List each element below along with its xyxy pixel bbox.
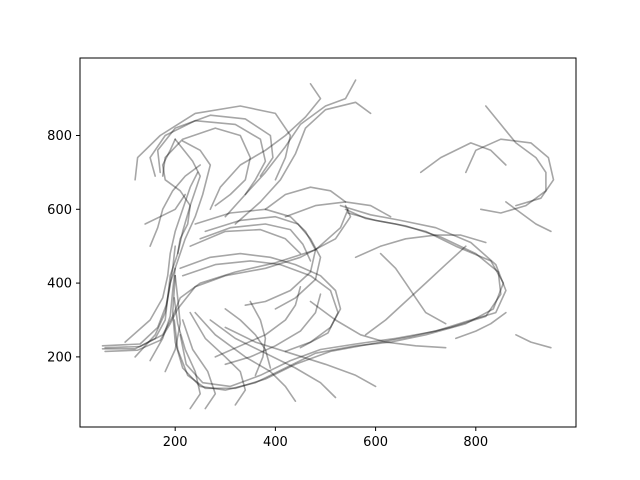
trajectory-line-12 <box>209 83 322 211</box>
trajectory-line-37 <box>264 186 347 211</box>
trajectory-line-39 <box>224 293 322 366</box>
y-tick-label: 200 <box>47 350 72 365</box>
trajectory-line-26 <box>181 319 217 410</box>
trajectory-line-29 <box>209 319 337 399</box>
trajectory-line-4 <box>171 208 505 391</box>
trajectory-line-1 <box>101 140 212 347</box>
trajectory-line-7 <box>161 138 191 255</box>
plot-lines <box>101 79 555 410</box>
trajectory-line-48 <box>379 252 447 325</box>
trajectory-line-9 <box>156 114 274 177</box>
x-tick-label: 800 <box>463 435 488 450</box>
x-tick-label: 400 <box>263 435 288 450</box>
y-tick-label: 800 <box>47 129 72 144</box>
trajectory-line-20 <box>181 260 339 349</box>
trajectory-line-19 <box>179 252 342 353</box>
trajectory-line-36 <box>454 311 507 340</box>
trajectory-line-0 <box>101 138 201 350</box>
trajectory-line-18 <box>189 228 302 255</box>
trajectory-line-41 <box>354 234 487 259</box>
trajectory-line-45 <box>224 308 272 369</box>
trajectory-line-6 <box>179 204 507 388</box>
trajectory-line-44 <box>144 193 186 225</box>
trajectory-line-3 <box>104 208 349 349</box>
trajectory-line-38 <box>214 285 302 358</box>
trajectory-line-17 <box>199 223 312 262</box>
trajectory-line-32 <box>479 105 547 214</box>
y-tick-label: 600 <box>47 203 72 218</box>
trajectory-line-2 <box>104 204 352 353</box>
trajectory-line-47 <box>284 201 392 218</box>
axes-frame <box>79 57 577 428</box>
trajectory-line-28 <box>194 311 297 403</box>
trajectory-line-31 <box>419 142 507 174</box>
trajectory-line-21 <box>124 171 199 343</box>
y-tick-label: 400 <box>47 277 72 292</box>
y-axis: 200 400 600 800 <box>47 129 80 365</box>
x-tick-label: 200 <box>163 435 188 450</box>
trajectory-line-30 <box>224 326 377 388</box>
trajectory-line-11 <box>134 105 292 181</box>
trajectory-line-34 <box>505 201 552 233</box>
trajectory-line-35 <box>515 333 552 349</box>
trajectory-line-10 <box>161 127 252 207</box>
trajectory-line-16 <box>204 215 322 310</box>
trajectory-line-24 <box>164 274 181 373</box>
trajectory-line-15 <box>194 208 317 307</box>
x-axis: 200 400 600 800 <box>163 427 488 450</box>
trajectory-line-25 <box>173 297 201 410</box>
trajectory-line-23 <box>149 267 176 362</box>
trajectory-line-22 <box>134 245 176 358</box>
trajectory-line-46 <box>249 300 267 377</box>
trajectory-line-13 <box>224 79 357 218</box>
trajectory-line-8 <box>149 119 267 196</box>
trajectory-line-43 <box>149 164 201 247</box>
trajectory-line-14 <box>234 101 372 225</box>
trajectory-line-5 <box>173 212 502 390</box>
x-tick-label: 600 <box>363 435 388 450</box>
trajectory-line-33 <box>464 138 555 207</box>
trajectory-line-42 <box>309 300 447 349</box>
trajectory-line-27 <box>189 311 247 406</box>
trajectory-line-40 <box>364 245 467 336</box>
